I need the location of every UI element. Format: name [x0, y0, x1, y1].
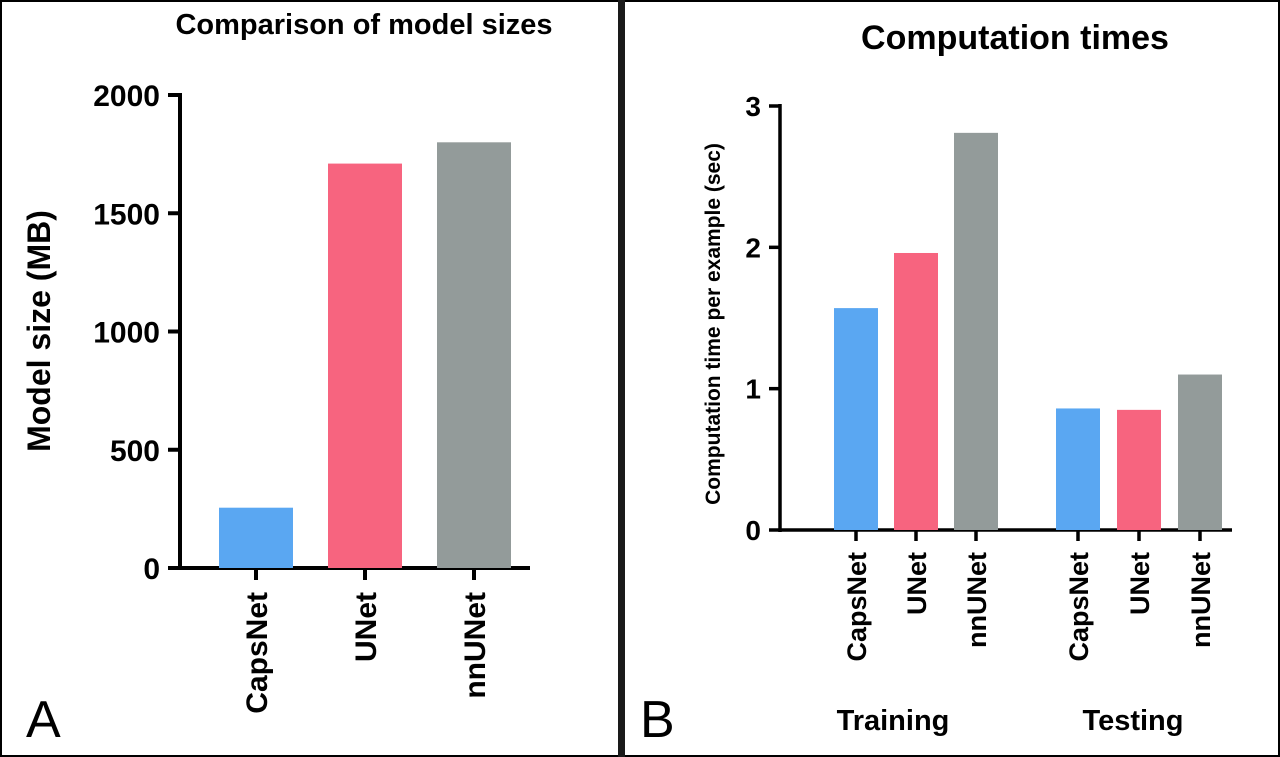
x-tick-label-testing-nnunet: nnUNet — [1186, 552, 1216, 648]
panel-a-y-tick-label: 1000 — [93, 317, 160, 350]
bar-testing-unet — [1117, 409, 1161, 530]
bar-unet — [328, 163, 402, 568]
panel-a-title: Comparison of model sizes — [175, 9, 552, 41]
bar-training-nnunet — [954, 132, 998, 530]
panel-a-x-tick-labels: CapsNet UNet nnUNet — [241, 568, 492, 714]
panel-a: Comparison of model sizes Model size (MB… — [21, 9, 553, 714]
panel-a-y-axis-label: Model size (MB) — [21, 210, 57, 452]
panel-b-x-tick-labels: CapsNet UNet nnUNet CapsNet UNet nnUNet — [842, 530, 1216, 662]
bar-testing-capsnet — [1056, 408, 1100, 530]
panel-b-letter: B — [640, 691, 675, 749]
panel-b-bars — [834, 132, 1222, 530]
panel-a-y-tick-label: 0 — [143, 553, 160, 586]
group-label-testing: Testing — [1083, 705, 1184, 737]
panel-b-group-labels: Training Testing — [837, 705, 1184, 737]
x-tick-label-training-nnunet: nnUNet — [962, 552, 992, 648]
x-tick-label-training-capsnet: CapsNet — [842, 552, 872, 662]
x-tick-label-unet: UNet — [350, 592, 383, 662]
panel-a-y-tick-label: 2000 — [93, 80, 160, 113]
x-tick-label-testing-unet: UNet — [1125, 552, 1155, 615]
panel-divider — [618, 0, 625, 757]
x-tick-label-testing-capsnet: CapsNet — [1064, 552, 1094, 662]
panel-b-y-tick-label: 0 — [745, 515, 761, 546]
panel-b-title: Computation times — [861, 19, 1169, 57]
bar-nnunet — [437, 142, 511, 569]
x-tick-label-training-unet: UNet — [902, 552, 932, 615]
panel-a-y-tick-label: 500 — [110, 435, 160, 468]
bar-testing-nnunet — [1178, 374, 1222, 530]
group-label-training: Training — [837, 705, 950, 737]
x-tick-label-capsnet: CapsNet — [241, 592, 274, 714]
panel-b: Computation times Computation time per e… — [702, 19, 1232, 737]
panel-a-letter: A — [26, 691, 61, 749]
panel-a-y-tick-label: 1500 — [93, 198, 160, 231]
panel-b-y-axis-label: Computation time per example (sec) — [702, 143, 725, 505]
panel-b-y-tick-label: 1 — [745, 374, 761, 405]
panel-b-y-tick-label: 2 — [745, 232, 761, 263]
x-tick-label-nnunet: nnUNet — [459, 592, 492, 699]
bar-capsnet — [219, 507, 293, 568]
panel-b-y-tick-label: 3 — [745, 91, 761, 122]
panel-a-bars — [219, 142, 511, 569]
bar-training-capsnet — [834, 308, 878, 530]
bar-training-unet — [894, 252, 938, 530]
